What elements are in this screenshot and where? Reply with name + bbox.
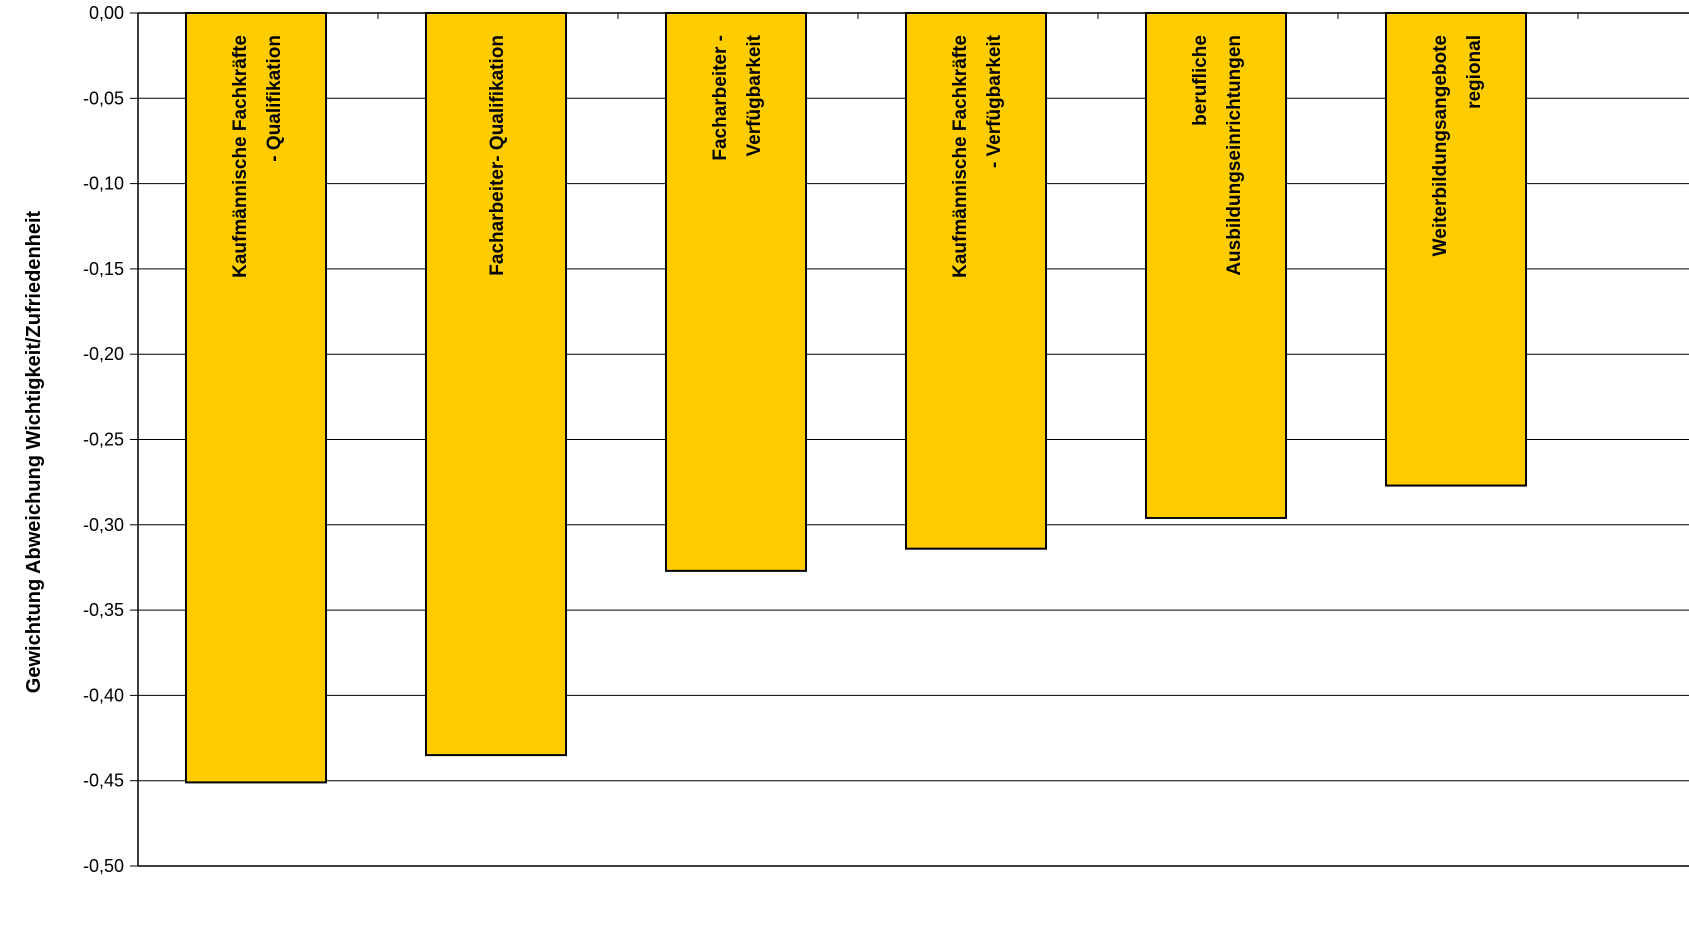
category-label-line: - Qualifikation	[264, 35, 285, 162]
bar	[1385, 12, 1527, 487]
category-label: berufliche Ausbildungseinrichtungen	[1190, 35, 1245, 276]
y-tick-label: -0,10	[83, 174, 124, 194]
category-label-line: Kaufmännische Fachkräfte	[950, 35, 971, 278]
category-label: Facharbeiter - Verfügbarkeit	[710, 34, 765, 160]
category-label-line: - Verfügbarkeit	[984, 34, 1005, 168]
category-label: Weiterbildungsangebote regional	[1430, 35, 1485, 256]
y-tick-label: -0,05	[83, 88, 124, 108]
y-tick-label: 0,00	[89, 3, 124, 23]
category-label-line: berufliche	[1190, 35, 1211, 126]
y-tick-label: -0,25	[83, 430, 124, 450]
category-label: Facharbeiter- Qualifikation	[487, 35, 508, 276]
bar	[665, 12, 807, 572]
bar-labels: Kaufmännische Fachkräfte - Qualifikation F…	[230, 34, 1485, 278]
category-label: Kaufmännische Fachkräfte - Verfügbarkeit	[950, 34, 1005, 278]
bar	[905, 12, 1047, 550]
category-label-line: Verfügbarkeit	[744, 34, 765, 156]
category-label: Kaufmännische Fachkräfte - Qualifikation	[230, 35, 285, 278]
bars	[185, 12, 1527, 784]
y-tick-label: -0,50	[83, 856, 124, 876]
bar	[185, 12, 327, 784]
y-tick-label: -0,30	[83, 515, 124, 535]
y-tick-label: -0,45	[83, 771, 124, 791]
category-label-line: Weiterbildungsangebote	[1430, 35, 1451, 256]
category-label-line: Facharbeiter- Qualifikation	[487, 35, 508, 276]
category-label-line: Ausbildungseinrichtungen	[1224, 35, 1245, 276]
y-tick-label: -0,15	[83, 259, 124, 279]
category-label-line: Facharbeiter -	[710, 35, 731, 161]
bar	[425, 12, 567, 757]
bar	[1145, 12, 1287, 519]
y-axis-title: Gewichtung Abweichung Wichtigkeit/Zufrie…	[23, 210, 45, 693]
category-label-line: Kaufmännische Fachkräfte	[230, 35, 251, 278]
axes: 0,00 -0,05 -0,10 -0,15 -0,20 -0,25 -0,30 -0,35 -…	[83, 3, 1689, 876]
y-tick-label: -0,40	[83, 685, 124, 705]
category-label-line: regional	[1464, 35, 1485, 109]
y-tick-label: -0,20	[83, 344, 124, 364]
y-tick-label: -0,35	[83, 600, 124, 620]
